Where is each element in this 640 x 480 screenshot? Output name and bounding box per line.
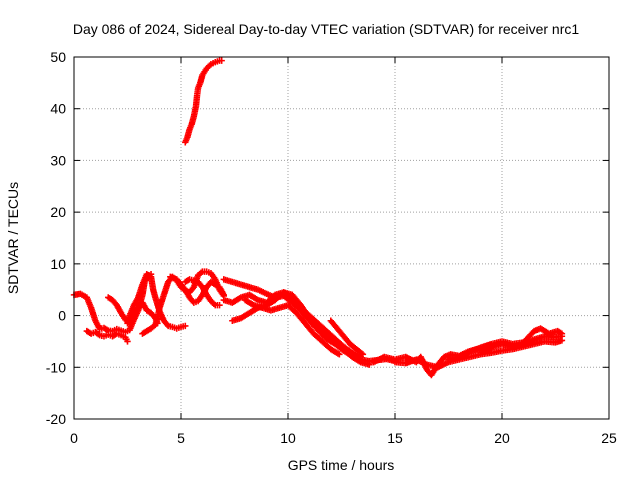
series-track-k [229, 289, 373, 368]
y-tick-label: -10 [46, 359, 66, 375]
y-axis-label: SDTVAR / TECUs [5, 182, 21, 294]
series-track-m [327, 317, 367, 358]
y-tick-label: 0 [58, 308, 66, 324]
series-track-h [182, 57, 225, 146]
plot-frame [73, 56, 610, 420]
series-track-p [445, 325, 566, 363]
data-point [366, 361, 373, 368]
data-point [216, 302, 223, 309]
chart-title: Day 086 of 2024, Sidereal Day-to-day VTE… [73, 21, 579, 37]
y-axis-ticks: -20 -10 0 10 20 30 40 50 [46, 49, 609, 427]
y-tick-label: 20 [50, 204, 66, 220]
y-tick-label: 10 [50, 256, 66, 272]
data-point [558, 330, 566, 337]
data-point [218, 57, 225, 64]
data-point [182, 322, 189, 330]
series-track-l [242, 296, 343, 358]
x-tick-label: 20 [494, 430, 510, 446]
x-axis-ticks: 0 5 10 15 20 25 [70, 57, 617, 446]
gridlines [74, 57, 609, 419]
series-track-o [391, 337, 566, 371]
x-tick-label: 15 [387, 430, 403, 446]
x-axis-label: GPS time / hours [288, 457, 395, 473]
data-point [124, 338, 131, 345]
x-tick-label: 10 [280, 430, 296, 446]
data-point [359, 351, 367, 358]
data-point [163, 321, 171, 328]
y-tick-label: 50 [50, 49, 66, 65]
y-tick-label: -20 [46, 411, 66, 427]
x-tick-label: 25 [601, 430, 617, 446]
data-point [558, 337, 566, 344]
series-track-b [83, 327, 131, 345]
x-tick-label: 0 [70, 430, 78, 446]
y-tick-label: 40 [50, 101, 66, 117]
x-tick-label: 5 [177, 430, 185, 446]
series-track-g [182, 276, 223, 309]
data-point [358, 350, 365, 357]
data-point [336, 351, 343, 358]
data-points [70, 57, 566, 379]
y-tick-label: 30 [50, 152, 66, 168]
